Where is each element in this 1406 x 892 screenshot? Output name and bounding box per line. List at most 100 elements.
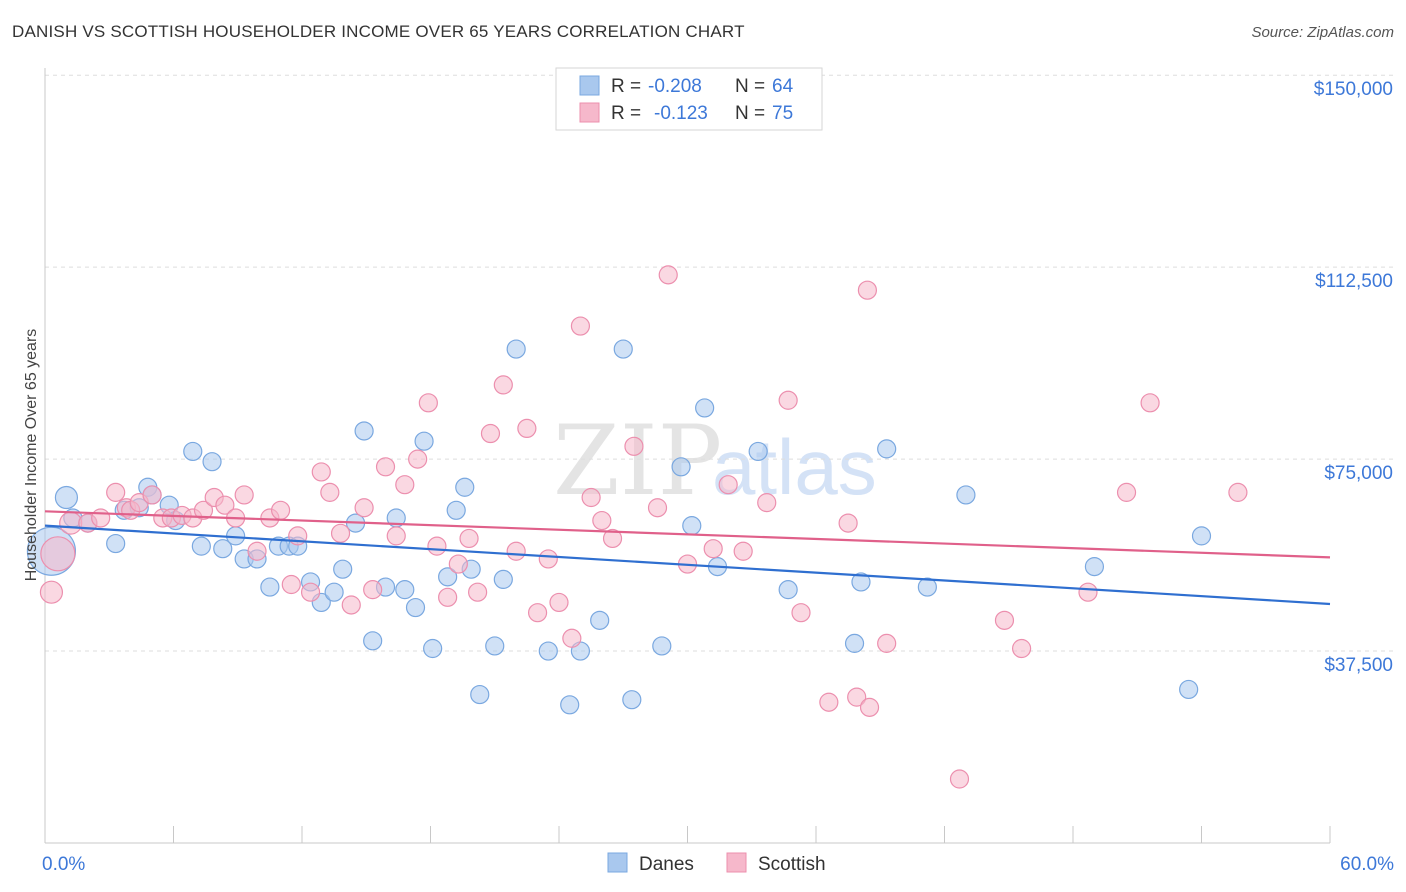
scottish-point-14	[193, 500, 214, 520]
x-tick-label-max: 60.0%	[1340, 854, 1394, 875]
scottish-point-62	[791, 603, 811, 623]
danes-point-48	[622, 690, 642, 710]
scottish-point-5	[106, 482, 126, 502]
danes-point-43	[538, 641, 558, 661]
scottish-point-72	[1078, 582, 1098, 602]
scottish-point-49	[570, 316, 591, 336]
scottish-point-29	[354, 498, 374, 518]
danes-point-57	[851, 572, 871, 592]
scottish-point-0	[39, 580, 64, 604]
danes-point-40	[485, 636, 505, 656]
danes-swatch	[579, 75, 600, 96]
scottish-point-73	[1116, 482, 1137, 502]
scottish-point-47	[549, 592, 569, 613]
scottish-point-38	[448, 554, 468, 574]
danes-point-1	[54, 485, 79, 510]
danes-point-41	[493, 569, 513, 590]
scottish-point-44	[517, 418, 537, 439]
scottish-point-64	[838, 513, 858, 533]
scottish-r-label: R =	[611, 103, 641, 124]
legend-scottish-swatch	[726, 852, 747, 873]
danes-point-34	[423, 638, 443, 659]
danes-point-35	[438, 567, 458, 587]
danes-point-18	[260, 577, 280, 597]
danes-point-62	[1179, 679, 1199, 700]
y-axis-label: Householder Income Over 65 years	[23, 329, 40, 582]
scottish-point-16	[215, 495, 235, 515]
watermark-atlas: atlas	[712, 423, 877, 511]
scottish-point-33	[395, 475, 415, 495]
scottish-point-67	[859, 697, 880, 717]
scottish-point-54	[647, 498, 668, 518]
scottish-point-24	[300, 582, 321, 602]
danes-point-33	[414, 431, 434, 451]
watermark: ZIP atlas	[553, 405, 877, 517]
scottish-point-55	[658, 265, 678, 285]
scottish-point-34	[408, 449, 428, 469]
danes-point-44	[560, 695, 580, 715]
scottish-point-70	[994, 610, 1015, 630]
danes-point-11	[183, 441, 203, 462]
y-tick-label-37500: $37,500	[1324, 655, 1393, 676]
x-tick-labels: 0.0% 60.0%	[42, 854, 1394, 875]
scottish-point-52	[602, 528, 623, 549]
danes-point-14	[213, 539, 233, 559]
scottish-n-value: 75	[772, 103, 793, 124]
scottish-point-1	[40, 536, 76, 572]
danes-point-37	[455, 477, 475, 497]
scottish-point-32	[386, 526, 406, 546]
danes-point-46	[590, 610, 610, 630]
legend-scottish-label: Scottish	[758, 854, 826, 875]
danes-point-52	[695, 398, 715, 418]
y-tick-label-150000: $150,000	[1314, 79, 1393, 100]
scottish-point-71	[1011, 638, 1032, 659]
scottish-point-48	[562, 628, 582, 648]
danes-point-58	[877, 439, 897, 459]
danes-point-12	[191, 536, 211, 556]
danes-point-13	[202, 452, 222, 472]
danes-point-47	[613, 339, 633, 359]
scottish-point-36	[427, 536, 447, 556]
scottish-point-28	[341, 595, 361, 615]
scottish-r-value: -0.123	[654, 103, 708, 124]
scottish-point-60	[757, 493, 777, 513]
scottish-point-45	[527, 603, 548, 623]
danes-point-42	[506, 339, 526, 359]
scottish-trend-line	[44, 510, 1331, 559]
danes-point-56	[844, 633, 865, 653]
scottish-point-21	[270, 500, 291, 520]
danes-point-32	[405, 597, 426, 618]
danes-r-value: -0.208	[648, 76, 702, 97]
scottish-point-69	[949, 769, 970, 789]
scottish-point-31	[375, 457, 396, 477]
scottish-point-42	[493, 375, 513, 395]
danes-point-50	[671, 457, 691, 477]
scottish-point-19	[247, 541, 267, 561]
scottish-point-75	[1228, 482, 1248, 502]
scottish-point-59	[733, 541, 753, 561]
scottish-point-50	[581, 487, 601, 508]
scottish-point-22	[281, 574, 301, 595]
scottish-point-25	[311, 462, 331, 482]
scottish-point-18	[234, 485, 254, 505]
scottish-point-63	[819, 692, 839, 712]
danes-point-28	[363, 631, 383, 651]
scottish-point-68	[877, 633, 897, 653]
scottish-points	[39, 265, 1248, 789]
source-credit: Source: ZipAtlas.com	[1251, 24, 1394, 41]
scottish-point-37	[438, 587, 458, 607]
y-tick-label-112500: $112,500	[1315, 271, 1393, 292]
scottish-point-26	[320, 482, 340, 502]
trend-lines	[44, 510, 1331, 606]
scottish-point-65	[847, 687, 867, 707]
danes-n-label: N =	[735, 76, 765, 97]
stats-legend: R = -0.208 N = 64 R = -0.123 N = 75	[555, 67, 823, 131]
scottish-point-41	[480, 423, 501, 444]
danes-point-24	[324, 582, 344, 602]
y-tick-labels: $37,500 $75,000 $112,500 $150,000	[1314, 79, 1393, 676]
scottish-point-53	[624, 436, 644, 456]
danes-point-25	[333, 559, 353, 579]
danes-point-31	[395, 580, 415, 600]
scottish-point-9	[142, 485, 162, 505]
